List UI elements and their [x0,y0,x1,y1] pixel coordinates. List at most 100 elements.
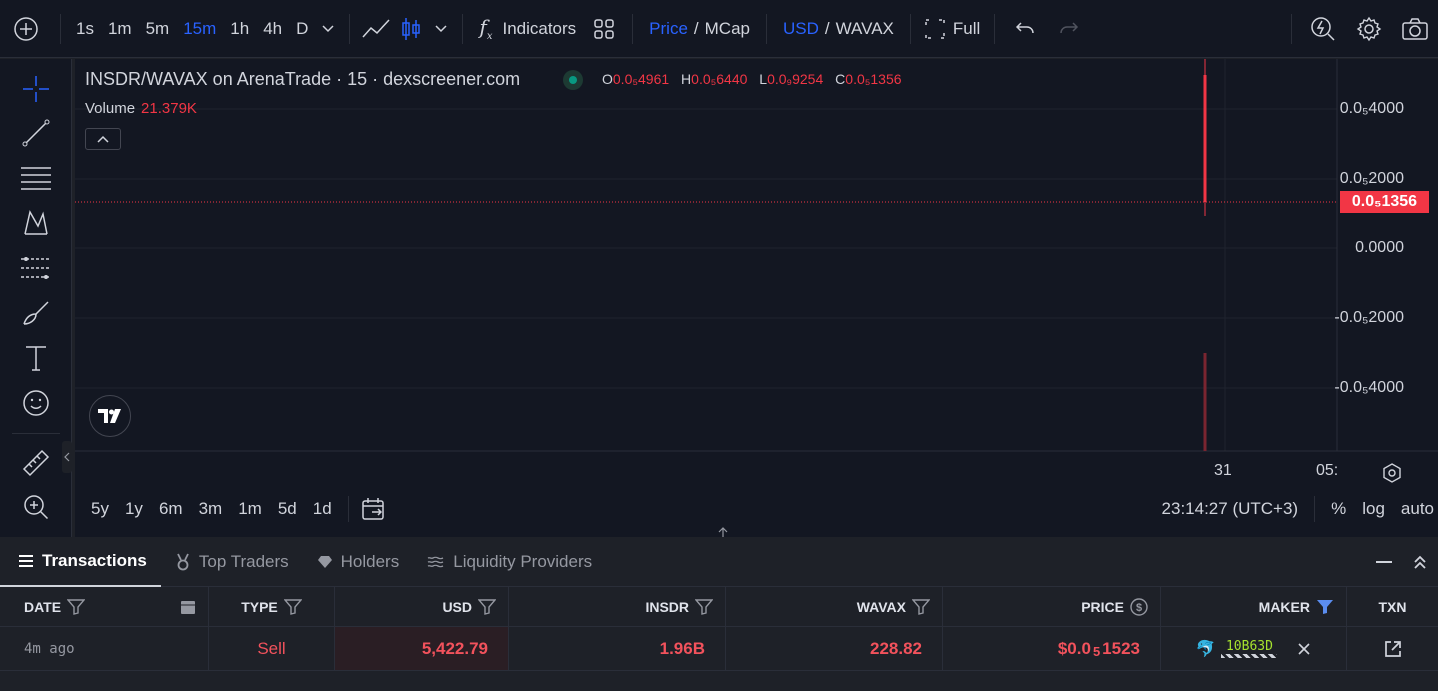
pattern-tool[interactable] [18,205,54,241]
col-wavax[interactable]: WAVAX [726,587,943,626]
zoom-tool[interactable] [18,489,54,525]
range-5d[interactable]: 5d [277,498,297,518]
high-label: H [681,71,692,87]
tradingview-logo[interactable] [89,395,131,437]
timeframe-dropdown[interactable] [315,11,341,47]
fullscreen-button[interactable]: Full [919,11,986,47]
filter-icon[interactable] [695,598,713,615]
tab-transactions[interactable]: Transactions [0,537,161,587]
percent-scale-toggle[interactable]: % [1331,498,1347,518]
range-1m[interactable]: 1m [238,498,262,518]
filter-icon[interactable] [67,598,86,615]
col-price[interactable]: PRICE $ [943,587,1161,626]
medal-icon [177,553,189,570]
axis-settings-button[interactable] [1381,462,1403,484]
timeframe-1s[interactable]: 1s [76,18,94,38]
range-5y[interactable]: 5y [91,498,109,518]
add-symbol-button[interactable] [0,11,52,47]
y-tick: 0.0₅4000 [1339,100,1404,117]
text-tool[interactable] [18,340,54,376]
log-scale-toggle[interactable]: log [1362,498,1385,518]
filter-icon[interactable] [912,598,930,615]
wavax-option[interactable]: WAVAX [835,18,894,38]
fib-tool[interactable] [18,160,54,196]
trend-line-tool[interactable] [18,115,54,151]
y-tick: -0.0₅4000 [1334,379,1404,396]
filter-icon[interactable] [478,598,496,615]
prediction-tool[interactable] [18,250,54,286]
volume-bar [1203,353,1207,451]
screenshot-button[interactable] [1392,11,1438,47]
timeframe-4h[interactable]: 4h [263,18,283,38]
tab-holders[interactable]: Holders [303,537,414,587]
minimize-panel-button[interactable] [1366,544,1402,580]
filter-active-icon[interactable] [1316,599,1334,615]
calendar-icon[interactable] [180,599,196,615]
chevron-left-icon [64,452,70,462]
redo-icon [1060,21,1079,33]
usd-option[interactable]: USD [783,18,819,38]
timeframe-1h[interactable]: 1h [230,18,250,38]
range-1d[interactable]: 1d [312,498,332,518]
crosshair-tool[interactable] [18,71,54,107]
col-type[interactable]: TYPE [209,587,335,626]
dollar-circle-icon[interactable]: $ [1130,597,1148,616]
settings-button[interactable] [1346,11,1392,47]
tab-top-traders[interactable]: Top Traders [161,537,303,587]
brush-tool[interactable] [18,295,54,331]
col-usd[interactable]: USD [335,587,509,626]
y-tick: 0.0000 [1355,239,1404,256]
timeframe-D[interactable]: D [296,18,309,38]
emoji-tool[interactable] [18,385,54,421]
tradingview-logo-icon [98,409,121,423]
range-6m[interactable]: 6m [158,498,183,518]
y-tick: -0.0₅2000 [1334,309,1404,326]
cell-maker: 🐬 10B63D [1161,627,1347,670]
timeframe-15m[interactable]: 15m [183,18,217,38]
crosshair-icon [23,76,49,102]
range-3m[interactable]: 3m [198,498,223,518]
divider [1314,495,1316,522]
legend-collapse-button[interactable] [85,128,121,150]
expand-panel-button[interactable] [1402,544,1438,580]
close-icon[interactable] [1297,642,1311,656]
timeframe-5m[interactable]: 5m [145,18,170,38]
cell-price: $0.0 5 1523 [943,627,1161,670]
col-date[interactable]: DATE [0,587,209,626]
price-option[interactable]: Price [649,18,688,38]
settings-hex-icon [1383,463,1401,483]
layout-button[interactable] [584,11,624,47]
candle-body [1203,75,1207,202]
currency-toggle[interactable]: USD / WAVAX [775,11,902,47]
col-maker[interactable]: MAKER [1161,587,1347,626]
external-link-icon[interactable] [1384,640,1402,658]
col-insdr[interactable]: INSDR [509,587,726,626]
timeframe-1m[interactable]: 1m [107,18,132,38]
price-mcap-toggle[interactable]: Price / MCap [641,11,758,47]
smiley-icon [23,390,49,416]
chart-type-dropdown[interactable] [428,11,454,47]
filter-icon[interactable] [283,598,302,615]
ruler-tool[interactable] [18,445,54,481]
maker-address[interactable]: 10B63D [1221,639,1278,658]
undo-icon [1016,21,1035,33]
tab-label: Top Traders [198,551,289,571]
tab-liquidity-providers[interactable]: Liquidity Providers [413,537,606,587]
divider [632,13,634,44]
table-row[interactable]: 4m ago Sell 5,422.79 1.96B 228.82 $0.0 5… [0,627,1438,671]
range-1y[interactable]: 1y [124,498,143,518]
chart-type-line-button[interactable] [358,11,394,47]
mcap-option[interactable]: MCap [704,18,750,38]
goto-date-button[interactable] [357,493,389,525]
redo-button[interactable] [1047,11,1091,47]
clock[interactable]: 23:14:27 (UTC+3) [1161,498,1299,518]
col-type-label: TYPE [241,598,278,615]
divider [1291,13,1292,44]
price-chart[interactable]: INSDR/WAVAX on ArenaTrade · 15 · dexscre… [75,59,1438,537]
quick-search-button[interactable] [1300,11,1346,47]
auto-scale-toggle[interactable]: auto [1400,498,1434,518]
indicators-button[interactable]: fx Indicators [471,11,584,47]
chart-type-candles-button[interactable] [394,11,428,47]
undo-button[interactable] [1003,11,1047,47]
toolbar-collapse-handle[interactable] [62,441,72,473]
